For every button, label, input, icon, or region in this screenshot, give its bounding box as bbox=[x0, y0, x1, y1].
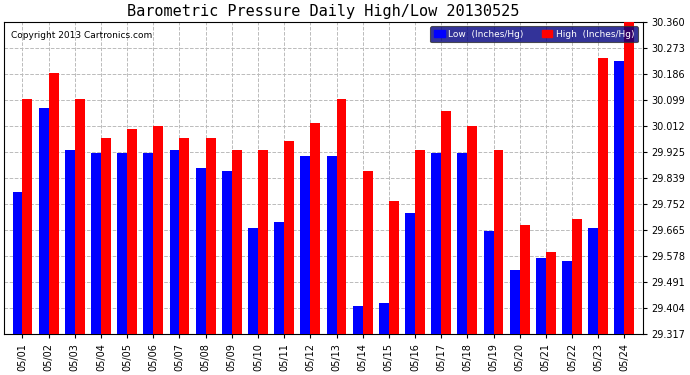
Bar bbox=[23, 99, 32, 334]
Bar bbox=[127, 129, 137, 334]
Bar bbox=[326, 156, 337, 334]
Bar bbox=[415, 150, 425, 334]
Bar bbox=[75, 99, 85, 334]
Bar bbox=[153, 126, 164, 334]
Bar bbox=[284, 141, 294, 334]
Bar bbox=[363, 171, 373, 334]
Text: Copyright 2013 Cartronics.com: Copyright 2013 Cartronics.com bbox=[10, 31, 152, 40]
Bar bbox=[91, 153, 101, 334]
Bar bbox=[484, 231, 493, 334]
Bar bbox=[101, 138, 111, 334]
Bar bbox=[546, 252, 556, 334]
Bar bbox=[310, 123, 320, 334]
Bar bbox=[196, 168, 206, 334]
Bar bbox=[536, 258, 546, 334]
Bar bbox=[353, 306, 363, 334]
Bar bbox=[258, 150, 268, 334]
Bar bbox=[170, 150, 179, 334]
Bar bbox=[614, 61, 624, 334]
Bar bbox=[179, 138, 190, 334]
Bar bbox=[274, 222, 284, 334]
Bar bbox=[232, 150, 241, 334]
Bar bbox=[589, 228, 598, 334]
Bar bbox=[65, 150, 75, 334]
Bar bbox=[431, 153, 441, 334]
Bar bbox=[572, 219, 582, 334]
Bar bbox=[379, 303, 389, 334]
Title: Barometric Pressure Daily High/Low 20130525: Barometric Pressure Daily High/Low 20130… bbox=[127, 4, 520, 19]
Bar bbox=[248, 228, 258, 334]
Bar bbox=[457, 153, 467, 334]
Bar bbox=[300, 156, 310, 334]
Bar bbox=[12, 192, 23, 334]
Legend: Low  (Inches/Hg), High  (Inches/Hg): Low (Inches/Hg), High (Inches/Hg) bbox=[430, 26, 638, 42]
Bar bbox=[520, 225, 530, 334]
Bar bbox=[117, 153, 127, 334]
Bar bbox=[222, 171, 232, 334]
Bar bbox=[562, 261, 572, 334]
Bar bbox=[144, 153, 153, 334]
Bar bbox=[206, 138, 215, 334]
Bar bbox=[405, 213, 415, 334]
Bar bbox=[467, 126, 477, 334]
Bar bbox=[624, 22, 634, 334]
Bar bbox=[441, 111, 451, 334]
Bar bbox=[510, 270, 520, 334]
Bar bbox=[49, 73, 59, 334]
Bar bbox=[337, 99, 346, 334]
Bar bbox=[39, 108, 49, 334]
Bar bbox=[598, 58, 608, 334]
Bar bbox=[389, 201, 399, 334]
Bar bbox=[493, 150, 504, 334]
